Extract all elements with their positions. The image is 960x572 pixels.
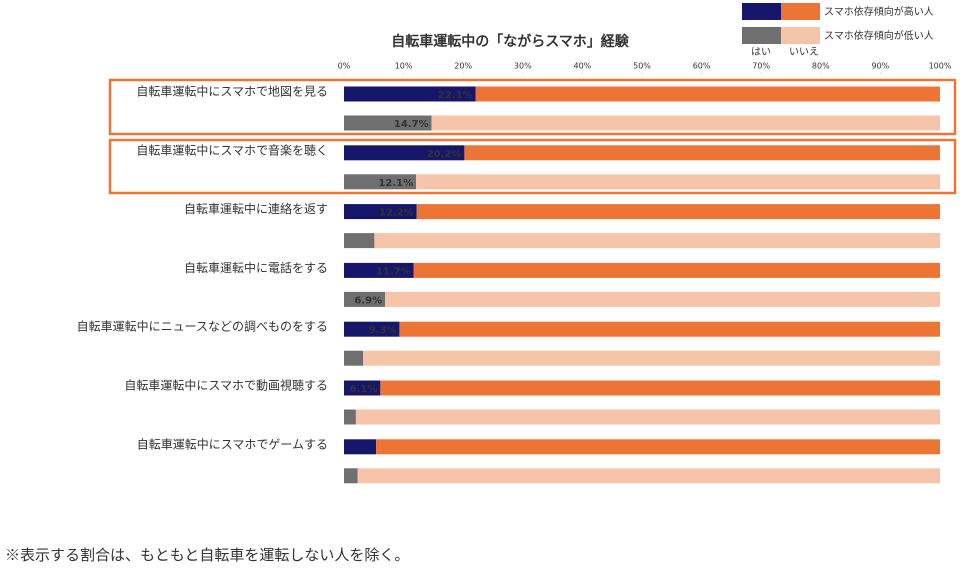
- bar: [344, 350, 364, 366]
- x-tick-label: 100%: [929, 62, 952, 71]
- value-label: 22.1%: [438, 90, 473, 101]
- bar: [380, 380, 941, 396]
- category-label: 自転車運転中にスマホで動画視聴する: [124, 378, 328, 393]
- bar: [416, 174, 941, 190]
- value-label: 6.9%: [354, 295, 382, 306]
- bar: [475, 86, 940, 102]
- bar: [344, 86, 476, 102]
- x-tick-label: 60%: [693, 62, 711, 71]
- category-label: 自転車運転中にスマホで音楽を聴く: [136, 142, 328, 157]
- x-tick-label: 70%: [752, 62, 770, 71]
- bar: [416, 204, 940, 220]
- x-tick-label: 50%: [633, 62, 651, 71]
- bar: [344, 291, 386, 307]
- bar: [399, 321, 941, 337]
- x-tick-label: 0%: [338, 62, 351, 71]
- x-tick-label: 30%: [514, 62, 532, 71]
- bar: [344, 204, 417, 220]
- legend-swatch: [742, 27, 781, 44]
- bar: [344, 174, 417, 190]
- bar: [413, 262, 940, 278]
- bar: [431, 115, 940, 131]
- category-label: 自転車運転中にスマホでゲームする: [137, 436, 328, 451]
- category-label: 自転車運転中に連絡を返す: [184, 201, 328, 216]
- bar: [357, 468, 940, 484]
- x-tick-label: 20%: [454, 62, 472, 71]
- bar: [464, 145, 940, 161]
- value-label: 12.1%: [378, 178, 413, 189]
- value-label: 20.2%: [427, 149, 462, 160]
- legend-label: スマホ依存傾向が低い人: [824, 29, 934, 42]
- value-label: 14.7%: [394, 119, 429, 130]
- bar: [344, 321, 400, 337]
- legend-series-label: いいえ: [789, 46, 819, 58]
- category-label: 自転車運転中にニュースなどの調べものをする: [77, 319, 328, 334]
- value-label: 6.1%: [350, 384, 378, 395]
- bar: [376, 439, 941, 455]
- category-label: 自転車運転中に電話をする: [184, 260, 328, 275]
- legend-swatch: [742, 3, 781, 20]
- category-label: 自転車運転中にスマホで地図を見る: [136, 84, 328, 99]
- x-tick-label: 40%: [574, 62, 592, 71]
- bar: [363, 350, 940, 366]
- legend-series-label: はい: [751, 46, 771, 58]
- legend-swatch: [781, 27, 820, 44]
- value-label: 12.2%: [379, 208, 414, 219]
- highlight-box: [108, 78, 957, 136]
- value-label: 11.7%: [376, 266, 411, 277]
- legend-label: スマホ依存傾向が高い人: [824, 5, 934, 18]
- legend-swatch: [781, 3, 820, 20]
- bar: [344, 145, 465, 161]
- bar: [344, 262, 414, 278]
- bar: [355, 409, 940, 425]
- x-tick-label: 90%: [872, 62, 890, 71]
- bar: [344, 233, 375, 249]
- highlight-box: [108, 138, 957, 195]
- bar: [344, 380, 381, 396]
- x-tick-label: 10%: [395, 62, 413, 71]
- bar: [344, 468, 358, 484]
- bar: [385, 291, 940, 307]
- chart-title: 自転車運転中の「ながらスマホ」経験: [391, 33, 630, 50]
- bar: [344, 115, 432, 131]
- value-label: 9.3%: [369, 325, 397, 336]
- bar: [374, 233, 940, 249]
- footnote: ※表示する割合は、もともと自転車を運転しない人を除く。: [5, 546, 409, 564]
- x-tick-label: 80%: [812, 62, 830, 71]
- bar: [344, 409, 356, 425]
- bar: [344, 439, 377, 455]
